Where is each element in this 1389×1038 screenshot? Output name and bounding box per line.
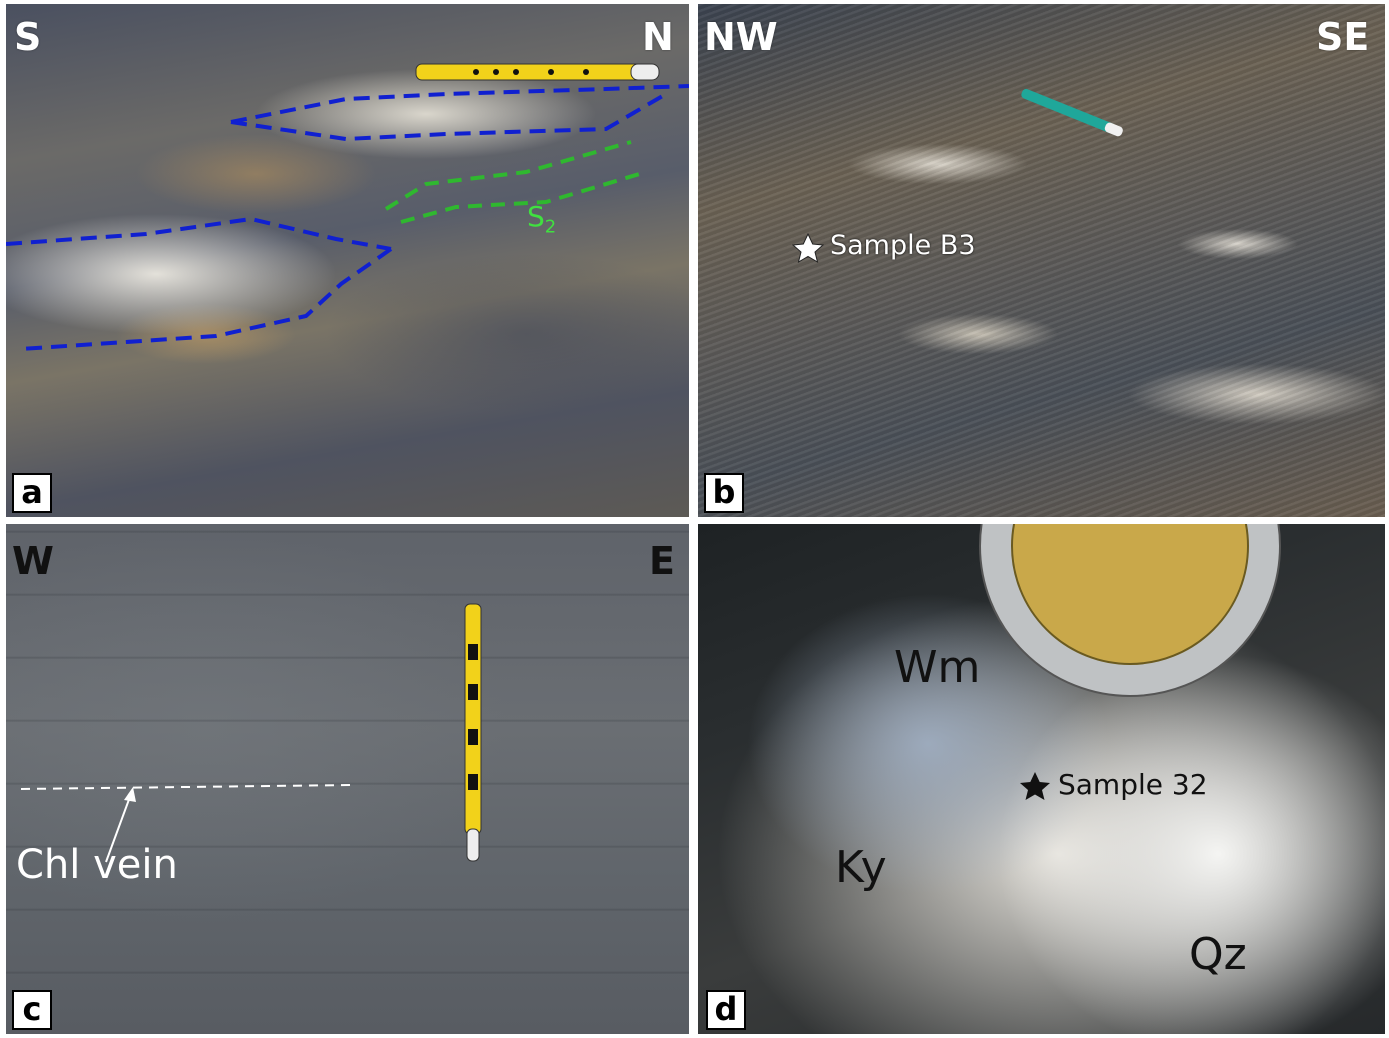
photo-panel-a: S N S2 a	[6, 4, 689, 517]
vein-outline-upper	[230, 84, 689, 124]
chlorite-vein-trace	[20, 784, 352, 790]
pen-green	[1021, 88, 1123, 137]
photo-panel-d: Wm Sample 32 Ky Qz d	[698, 524, 1385, 1034]
chl-vein-label: Chl vein	[16, 842, 178, 888]
mineral-label-white-mica: Wm	[894, 642, 981, 693]
vein-outline-lower-bottom	[20, 247, 393, 351]
s2-main: S	[527, 200, 545, 233]
direction-northwest: NW	[704, 15, 778, 59]
panel-label-a: a	[12, 473, 52, 513]
photo-panel-b: NW SE Sample B3 b	[698, 4, 1385, 517]
panel-c-overlay	[20, 603, 482, 863]
vein-outline-lower-top	[6, 216, 392, 251]
s2-foliation-label: S2	[527, 200, 556, 238]
vein-outline-upper-lower	[230, 92, 668, 142]
star-icon	[1020, 772, 1050, 800]
panel-b-overlay	[791, 88, 1123, 264]
panel-label-b: b	[704, 473, 744, 513]
sample-32-label: Sample 32	[1058, 768, 1208, 801]
coin-scale	[979, 524, 1281, 697]
panel-label-c: c	[12, 990, 52, 1030]
star-icon	[791, 232, 825, 264]
s2-subscript: 2	[544, 216, 557, 238]
arrow-icon	[105, 787, 136, 863]
direction-east: E	[649, 539, 675, 583]
quartz-vein-outlines	[6, 84, 689, 351]
mineral-label-quartz: Qz	[1189, 929, 1247, 980]
direction-southeast: SE	[1316, 15, 1370, 59]
direction-north: N	[642, 15, 674, 59]
s2-foliation-traces	[384, 140, 647, 224]
panel-d-overlay	[979, 524, 1281, 800]
direction-west: W	[12, 539, 54, 583]
pen-scale-vertical	[464, 603, 482, 862]
pen-scale	[415, 63, 660, 81]
panel-label-d: d	[706, 990, 746, 1030]
photo-panel-c: W E Chl vein c	[6, 524, 689, 1034]
panel-a-overlay	[6, 63, 689, 351]
mineral-label-kyanite: Ky	[835, 842, 887, 893]
sample-b3-label: Sample B3	[830, 230, 976, 261]
direction-south: S	[14, 15, 42, 59]
